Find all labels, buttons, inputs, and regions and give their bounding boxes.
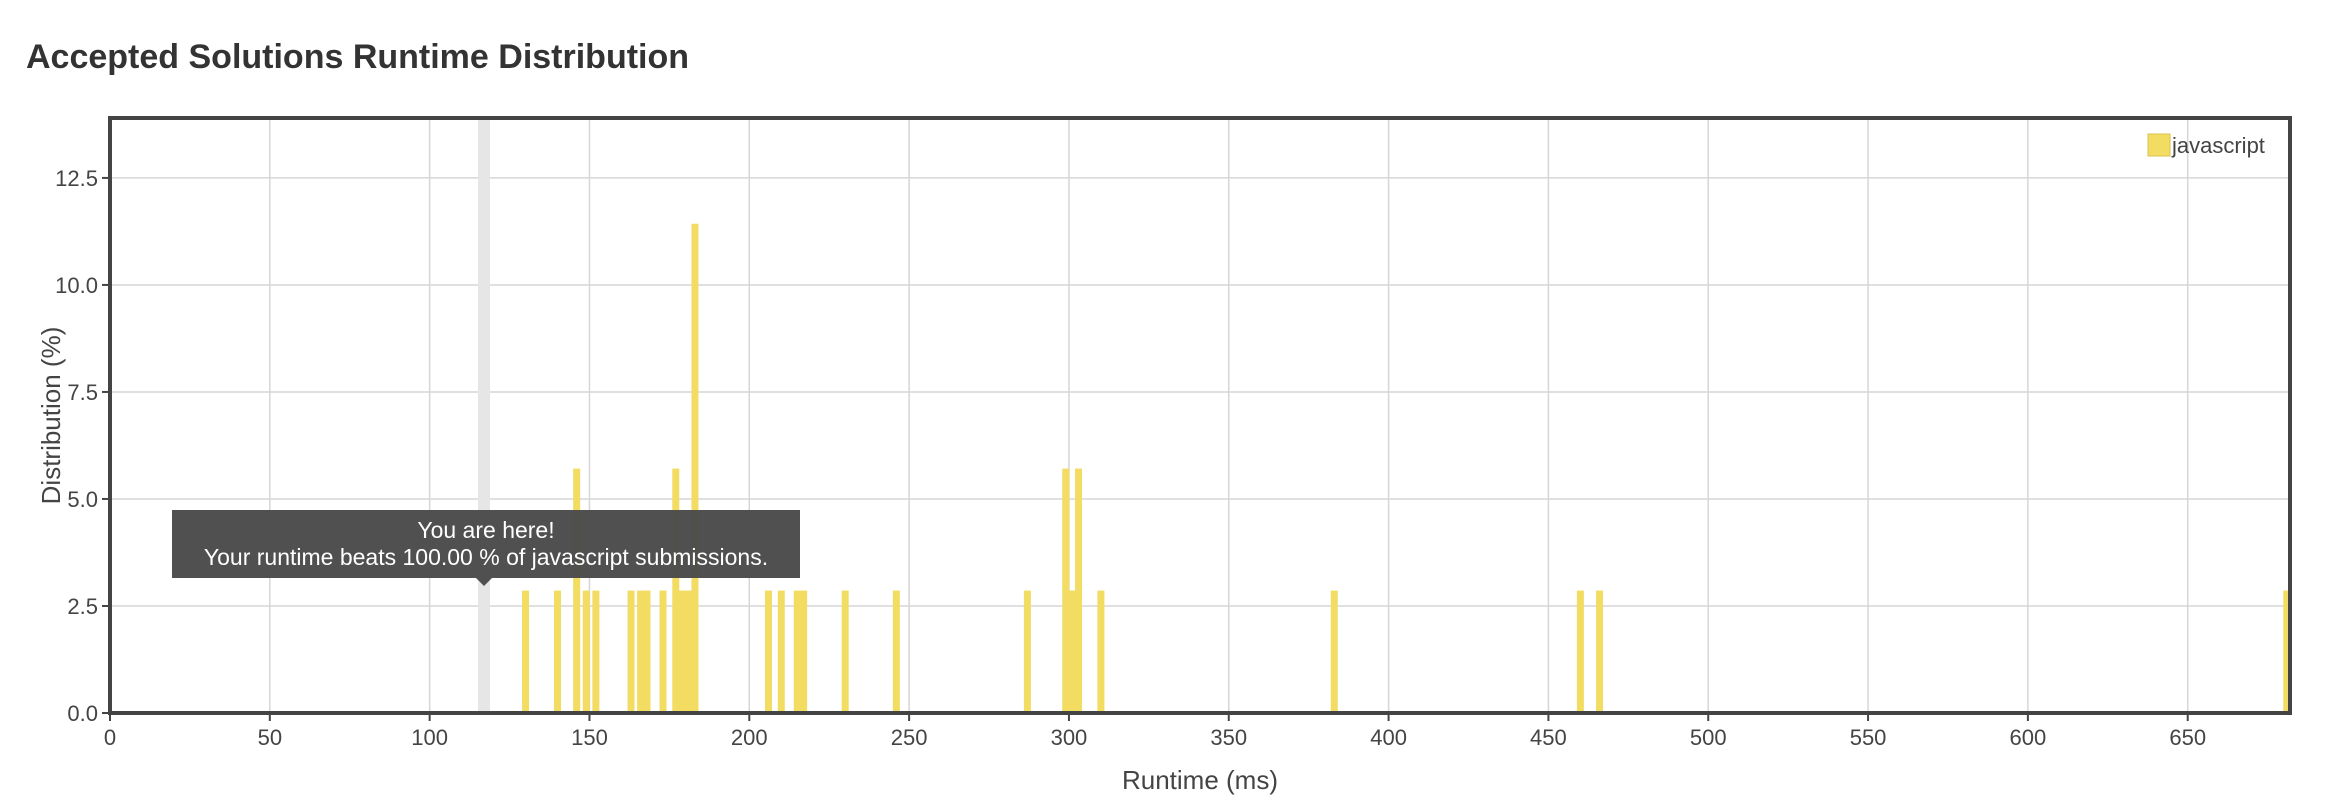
tooltip-title: You are here!: [417, 517, 554, 543]
plot-area-frame: [108, 116, 2292, 715]
x-axis-ticks: 0 50 100 150 200 250 300 350 400 450 500 550 600 650: [104, 713, 2206, 750]
tooltip-message: Your runtime beats 100.00 % of javascrip…: [204, 544, 768, 570]
highlight-band: [477, 120, 490, 711]
bar: [672, 468, 680, 713]
tooltip-box: [172, 510, 800, 586]
bar: [643, 590, 651, 713]
bar: [1023, 590, 1031, 713]
bar: [691, 223, 699, 713]
bar: [659, 590, 667, 713]
bar: [573, 468, 581, 713]
x-tick-label: 200: [731, 725, 768, 750]
bar: [2283, 590, 2291, 713]
bar: [685, 590, 693, 713]
bar: [892, 590, 900, 713]
bar: [1062, 468, 1070, 713]
bar: [522, 590, 530, 713]
x-tick-label: 300: [1051, 725, 1088, 750]
bar: [1330, 590, 1338, 713]
bar: [678, 590, 686, 713]
your-runtime-highlight: [477, 120, 490, 711]
bar: [793, 590, 801, 713]
tooltip: You are here! Your runtime beats 100.00 …: [172, 510, 800, 586]
chart-title: Accepted Solutions Runtime Distribution: [26, 38, 690, 76]
legend[interactable]: javascript: [2147, 133, 2265, 158]
bar: [1576, 590, 1584, 713]
bar: [554, 590, 562, 713]
bar: [592, 590, 600, 713]
y-tick-label: 2.5: [67, 594, 98, 619]
bar: [800, 590, 808, 713]
legend-swatch-javascript: [2147, 133, 2171, 157]
x-tick-label: 600: [2010, 725, 2047, 750]
y-tick-label: 10.0: [55, 273, 98, 298]
y-tick-label: 5.0: [67, 487, 98, 512]
y-axis-label: Distribution (%): [36, 327, 66, 505]
x-tick-label: 550: [1850, 725, 1887, 750]
bar: [627, 590, 635, 713]
bar: [1596, 590, 1604, 713]
bar: [777, 590, 785, 713]
y-tick-label: 0.0: [67, 701, 98, 726]
bar: [1097, 590, 1105, 713]
x-tick-label: 400: [1370, 725, 1407, 750]
bar: [764, 590, 772, 713]
bar: [1068, 590, 1076, 713]
bar: [1075, 468, 1083, 713]
x-tick-label: 450: [1530, 725, 1567, 750]
x-tick-label: 250: [891, 725, 928, 750]
legend-label-javascript: javascript: [2171, 133, 2265, 158]
x-tick-label: 350: [1210, 725, 1247, 750]
x-tick-label: 100: [411, 725, 448, 750]
x-tick-label: 650: [2169, 725, 2206, 750]
x-tick-label: 0: [104, 725, 116, 750]
bar: [582, 590, 590, 713]
bar: [841, 590, 849, 713]
bar-series-javascript: [522, 223, 2291, 713]
x-axis-label: Runtime (ms): [1122, 765, 1278, 795]
x-tick-label: 500: [1690, 725, 1727, 750]
y-tick-label: 7.5: [67, 380, 98, 405]
grid-lines: [109, 118, 2290, 714]
bar: [637, 590, 645, 713]
x-tick-label: 150: [571, 725, 608, 750]
y-axis-ticks: 0.0 2.5 5.0 7.5 10.0 12.5: [55, 166, 110, 726]
y-tick-label: 12.5: [55, 166, 98, 191]
x-tick-label: 50: [258, 725, 282, 750]
